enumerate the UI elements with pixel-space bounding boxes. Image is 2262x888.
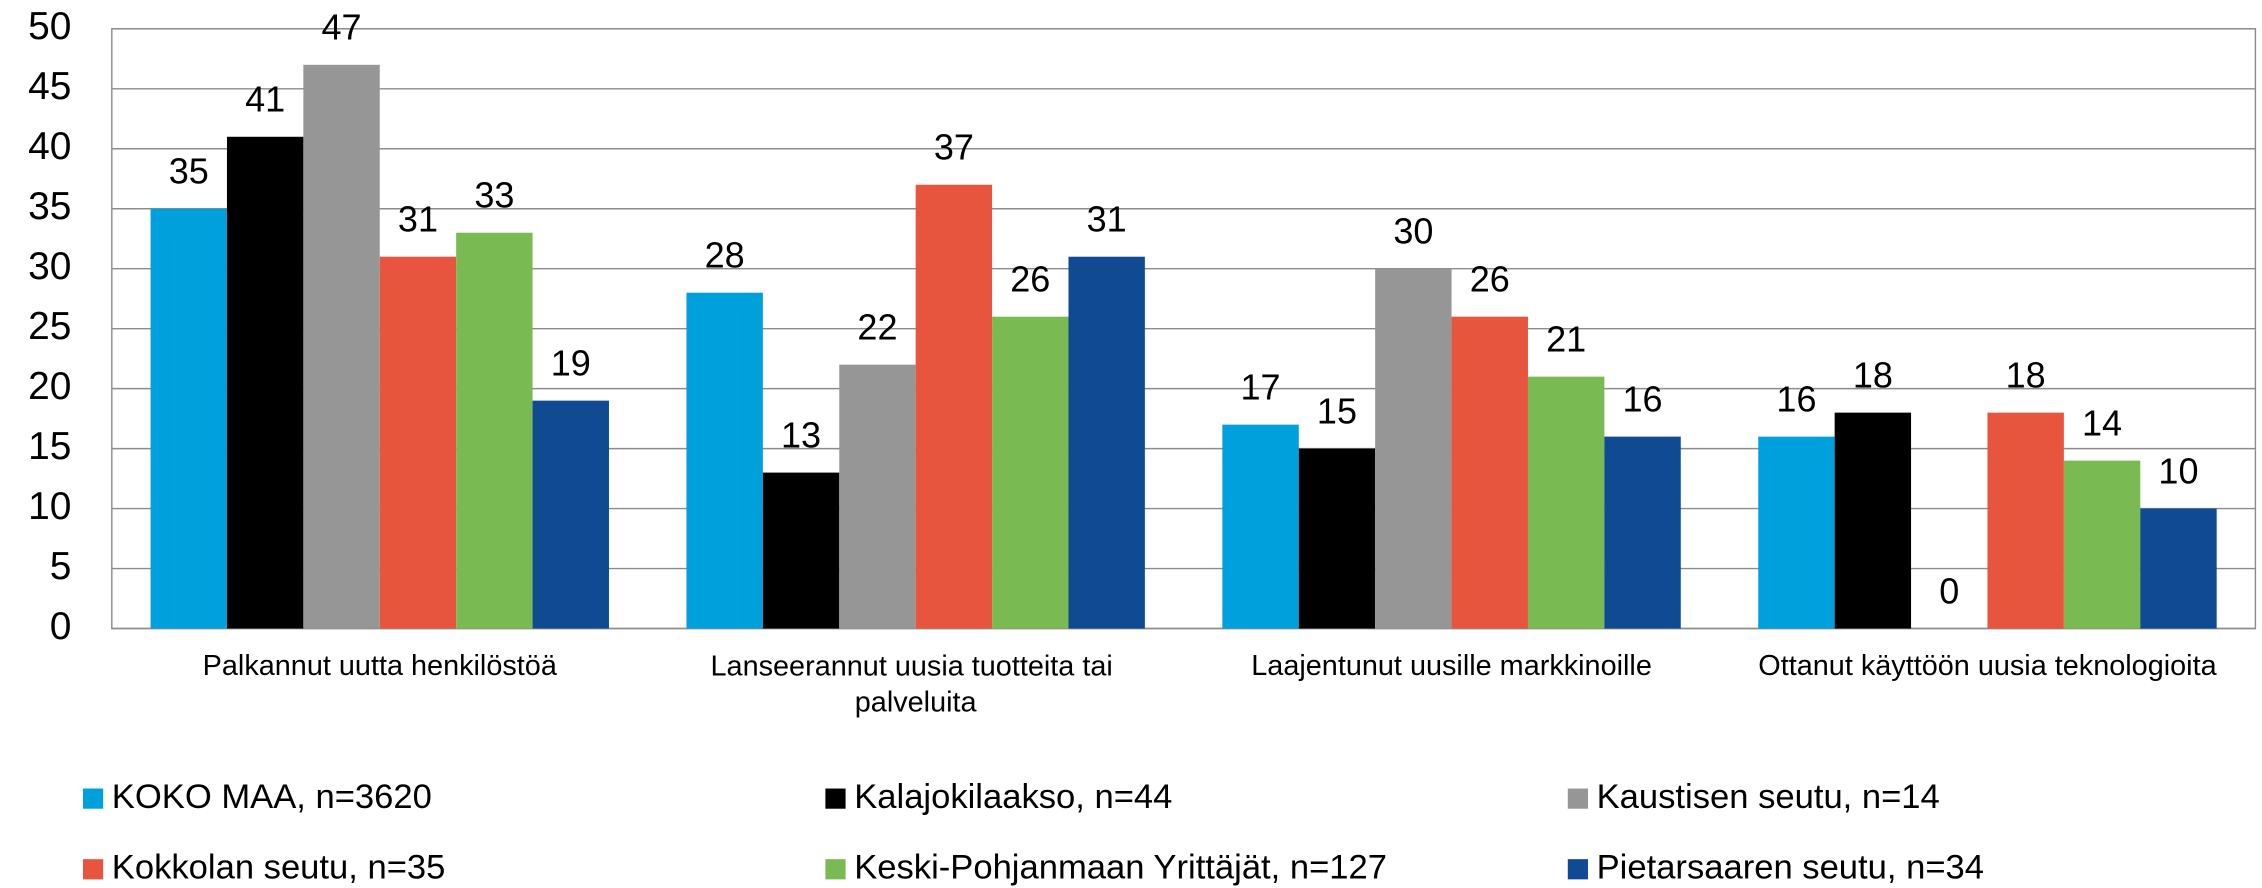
- data-label: 26: [1010, 259, 1050, 300]
- x-tick-label: Ottanut käyttöön uusia teknologioita: [1758, 650, 2217, 682]
- legend-swatch: [82, 859, 104, 880]
- data-label: 19: [551, 343, 591, 384]
- legend-swatch: [82, 788, 104, 809]
- data-label: 31: [398, 199, 438, 240]
- bar: [1834, 412, 1912, 629]
- y-tick-label: 30: [28, 245, 71, 288]
- data-label: 35: [169, 151, 209, 192]
- bar: [303, 64, 380, 629]
- y-tick-label: 35: [28, 185, 71, 228]
- bar: [1987, 412, 2064, 629]
- bar: [1222, 424, 1299, 629]
- data-label: 16: [1623, 379, 1663, 420]
- data-label: 16: [1776, 379, 1816, 420]
- legend-label: Kaustisen seutu, n=14: [1597, 778, 1940, 816]
- legend-label: Kalajokilaakso, n=44: [854, 778, 1172, 816]
- bar: [762, 472, 840, 629]
- y-tick-label: 45: [28, 65, 71, 108]
- bar: [379, 256, 457, 629]
- bar: [915, 184, 993, 629]
- data-label: 28: [705, 235, 745, 276]
- y-tick-label: 0: [50, 605, 72, 648]
- bar: [2063, 460, 2141, 629]
- data-label: 18: [1853, 355, 1893, 396]
- bar: [226, 136, 304, 629]
- data-label: 47: [322, 7, 362, 48]
- bar: [992, 316, 1069, 629]
- data-label: 13: [781, 415, 821, 456]
- bar: [686, 292, 763, 629]
- y-tick-label: 40: [28, 125, 71, 168]
- legend-swatch: [1567, 859, 1588, 880]
- bar: [1375, 268, 1452, 629]
- data-label: 30: [1393, 211, 1433, 252]
- bar: [1758, 436, 1835, 629]
- data-label: 10: [2158, 451, 2198, 492]
- bar: [1604, 436, 1681, 629]
- data-label: 22: [857, 307, 897, 348]
- data-label: 37: [934, 127, 974, 168]
- data-label: 41: [245, 79, 285, 120]
- y-tick-label: 50: [28, 5, 71, 48]
- bar: [2140, 508, 2217, 629]
- bar: [839, 364, 916, 629]
- bar: [1298, 448, 1376, 629]
- legend-label: Kokkolan seutu, n=35: [112, 848, 446, 886]
- data-label: 26: [1470, 259, 1510, 300]
- bar: [1527, 376, 1605, 629]
- data-label: 17: [1241, 367, 1281, 408]
- legend-swatch: [825, 788, 846, 809]
- legend-label: Pietarsaaren seutu, n=34: [1597, 848, 1984, 886]
- legend-label: Keski-Pohjanmaan Yrittäjät, n=127: [854, 848, 1387, 886]
- data-label: 21: [1546, 319, 1586, 360]
- bar: [150, 208, 227, 629]
- legend-swatch: [825, 859, 846, 880]
- data-label: 14: [2082, 403, 2122, 444]
- legend-swatch: [1567, 788, 1588, 809]
- x-tick-label: Palkannut uutta henkilöstöä: [203, 650, 558, 682]
- bar: [532, 400, 609, 629]
- x-tick-label: Lanseerannut uusia tuotteita tai palvelu…: [711, 650, 1121, 718]
- y-tick-label: 10: [28, 485, 71, 528]
- y-tick-label: 25: [28, 305, 71, 348]
- y-tick-label: 5: [50, 545, 72, 588]
- y-tick-label: 15: [28, 425, 71, 468]
- bar: [456, 232, 533, 629]
- data-label: 33: [474, 175, 514, 216]
- data-label: 15: [1317, 391, 1357, 432]
- data-label: 18: [2006, 355, 2046, 396]
- bar: [1068, 256, 1145, 629]
- bar: [1451, 316, 1528, 629]
- y-tick-label: 20: [28, 365, 71, 408]
- x-tick-label: Laajentunut uusille markkinoille: [1251, 650, 1652, 682]
- data-label: 31: [1087, 199, 1127, 240]
- legend-label: KOKO MAA, n=3620: [112, 778, 432, 816]
- data-label: 0: [1939, 570, 1959, 611]
